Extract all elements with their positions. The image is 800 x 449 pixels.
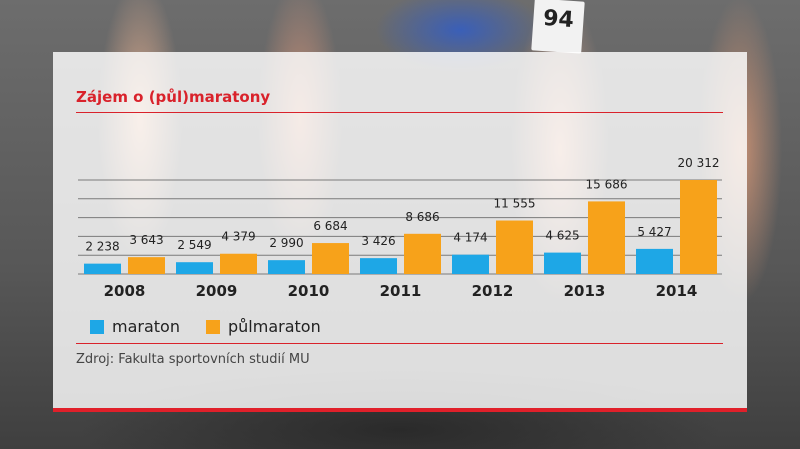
legend-label-maraton: maraton xyxy=(112,317,180,336)
x-tick-label-2010: 2010 xyxy=(288,282,330,300)
data-label-pulmaraton-2012: 11 555 xyxy=(494,197,536,211)
x-tick-label-2013: 2013 xyxy=(564,282,606,300)
data-label-maraton-2014: 5 427 xyxy=(637,225,671,239)
data-label-pulmaraton-2008: 3 643 xyxy=(129,233,163,247)
legend-entry-maraton: maraton xyxy=(90,317,180,336)
bar-pulmaraton-2012 xyxy=(496,220,533,274)
x-tick-label-2012: 2012 xyxy=(472,282,514,300)
data-label-pulmaraton-2013: 15 686 xyxy=(586,177,628,191)
legend-divider xyxy=(76,343,723,344)
bar-maraton-2009 xyxy=(176,262,213,274)
bar-pulmaraton-2011 xyxy=(404,233,441,274)
x-tick-label-2008: 2008 xyxy=(104,282,146,300)
data-label-pulmaraton-2011: 8 686 xyxy=(405,210,439,224)
bar-maraton-2014 xyxy=(636,248,673,274)
data-label-pulmaraton-2014: 20 312 xyxy=(678,156,720,170)
chart-title: Zájem o (půl)maratony xyxy=(76,88,271,106)
bar-maraton-2010 xyxy=(268,260,305,274)
data-labels: 2 238 3 643 2 549 4 379 2 990 6 684 3 426 8 686… xyxy=(85,156,719,254)
x-tick-label-2011: 2011 xyxy=(380,282,422,300)
legend-swatch-maraton xyxy=(90,319,104,334)
data-label-pulmaraton-2010: 6 684 xyxy=(313,219,347,233)
data-label-maraton-2011: 3 426 xyxy=(361,234,395,248)
x-tick-label-2009: 2009 xyxy=(196,282,238,300)
data-label-maraton-2008: 2 238 xyxy=(85,240,119,254)
x-tick-label-2014: 2014 xyxy=(656,282,698,300)
legend-swatch-pulmaraton xyxy=(205,319,220,334)
data-label-maraton-2013: 4 625 xyxy=(545,229,579,243)
legend-label-pulmaraton: půlmaraton xyxy=(227,317,321,336)
bar-maraton-2011 xyxy=(360,258,397,274)
bar-pulmaraton-2013 xyxy=(588,201,625,274)
bar-pulmaraton-2010 xyxy=(312,243,349,274)
x-axis-labels: 2008 2009 2010 2011 2012 2013 2014 xyxy=(104,282,698,300)
source-note: Zdroj: Fakulta sportovních studií MU xyxy=(76,352,310,367)
title-divider xyxy=(76,112,723,113)
legend: maraton půlmaraton xyxy=(90,317,347,336)
data-label-maraton-2012: 4 174 xyxy=(453,231,487,245)
gridlines xyxy=(78,179,722,275)
legend-entry-pulmaraton: půlmaraton xyxy=(205,317,321,336)
data-label-maraton-2009: 2 549 xyxy=(177,238,211,252)
bar-maraton-2012 xyxy=(452,254,489,274)
bar-pulmaraton-2014 xyxy=(680,180,717,274)
bar-pulmaraton-2008 xyxy=(128,257,165,274)
bar-pulmaraton-2009 xyxy=(220,253,257,274)
bars xyxy=(84,180,717,274)
bar-maraton-2013 xyxy=(544,252,581,274)
data-label-maraton-2010: 2 990 xyxy=(269,236,303,250)
data-label-pulmaraton-2009: 4 379 xyxy=(221,230,255,244)
bar-maraton-2008 xyxy=(84,263,121,274)
